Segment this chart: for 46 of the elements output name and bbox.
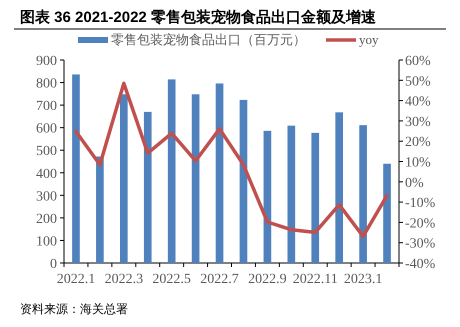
- y-tick-label: 0: [50, 257, 57, 272]
- y-tick-label: 500: [36, 144, 57, 160]
- bar: [216, 83, 224, 263]
- bar: [335, 112, 344, 263]
- y2-tick-label: 50%: [405, 74, 431, 90]
- x-tick-label: 2022.9: [248, 272, 287, 287]
- bar: [383, 164, 391, 263]
- y-tick-label: 700: [36, 99, 57, 114]
- y2-tick-label: -30%: [405, 236, 436, 252]
- bar: [359, 125, 367, 263]
- x-tick-label: 2022.1: [56, 272, 96, 287]
- y2-tick-label: 20%: [405, 135, 431, 150]
- y-tick-label: 300: [36, 189, 57, 204]
- y-tick-label: 800: [36, 76, 57, 92]
- y2-tick-label: 60%: [405, 54, 431, 69]
- y-tick-label: 400: [36, 166, 57, 182]
- legend-label: yoy: [359, 32, 379, 47]
- bar: [287, 126, 296, 263]
- y2-tick-label: -20%: [405, 216, 436, 232]
- y2-tick-label: 0%: [405, 176, 424, 191]
- y2-tick-label: -10%: [405, 196, 436, 212]
- bar: [168, 79, 176, 263]
- bar: [96, 156, 104, 263]
- x-tick-label: 2022.5: [152, 272, 191, 287]
- bar: [120, 94, 128, 263]
- x-tick-label: 2022.11: [292, 272, 338, 287]
- chart-title: 图表 36 2021-2022 零售包装宠物食品出口金额及增速: [20, 8, 377, 26]
- bar: [144, 112, 152, 263]
- bar: [264, 130, 272, 263]
- legend-label: 零售包装宠物食品出口（百万元）: [111, 32, 306, 47]
- y-tick-label: 100: [36, 234, 57, 250]
- y2-tick-label: 30%: [405, 114, 431, 130]
- bar: [311, 132, 320, 263]
- y-tick-label: 200: [36, 212, 57, 227]
- bar: [72, 74, 80, 263]
- bar: [192, 94, 200, 263]
- x-tick-label: 2022.3: [104, 272, 144, 287]
- y-tick-label: 600: [36, 122, 57, 137]
- bar: [240, 100, 248, 263]
- y2-tick-label: 10%: [405, 156, 431, 170]
- text: 资料来源：海关总署: [20, 302, 128, 316]
- y2-tick-label: 40%: [405, 94, 431, 110]
- y2-tick-label: -40%: [405, 257, 436, 272]
- x-tick-label: 2022.7: [200, 272, 239, 287]
- x-tick-label: 2023.1: [344, 272, 382, 287]
- y-tick-label: 900: [36, 54, 57, 69]
